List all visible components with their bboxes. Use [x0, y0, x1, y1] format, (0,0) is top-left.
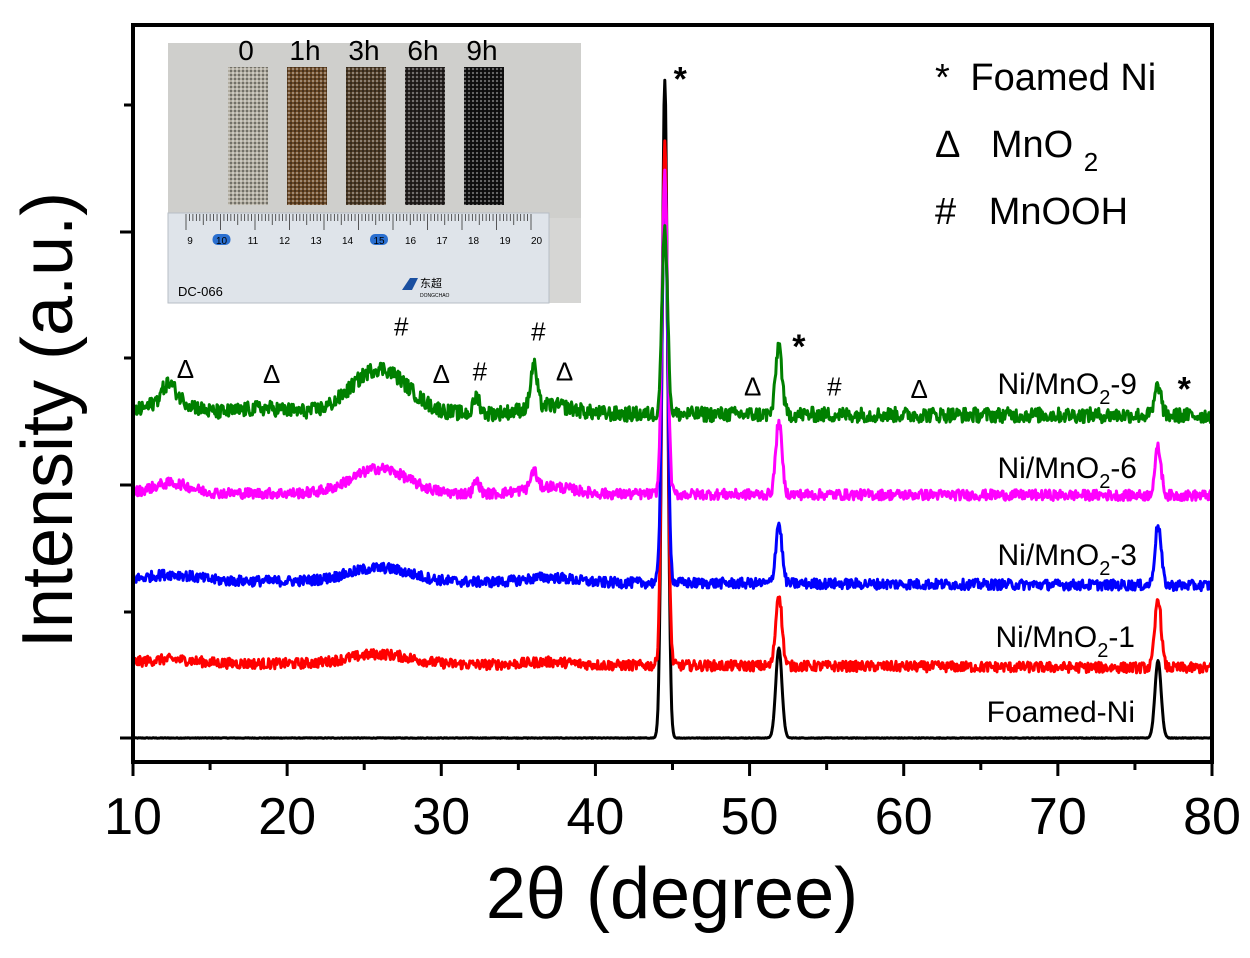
- series-label-suffix: -9: [1110, 368, 1137, 401]
- ruler-number-9: 18: [468, 236, 480, 247]
- ruler-ticks: [185, 214, 532, 230]
- ruler-number-5: 14: [342, 236, 354, 247]
- peak-markers: * * * # # # # Δ Δ Δ Δ Δ Δ: [177, 61, 1192, 409]
- x-tick-label-0: 10: [104, 788, 162, 846]
- series-line-1: [131, 139, 1214, 675]
- peak-marker-11: Δ: [744, 372, 761, 402]
- series-label-main: Foamed-Ni: [987, 696, 1135, 729]
- legend: * Foamed Ni Δ MnO 2 # MnOOH: [935, 57, 1156, 233]
- series-line-2: [132, 184, 1214, 593]
- inset-label-3: 6h: [407, 35, 438, 66]
- series-label-subscript: 2: [1099, 558, 1110, 580]
- series-label-main: Ni/MnO: [998, 452, 1100, 485]
- series-label-3: Ni/MnO2-6: [998, 452, 1138, 493]
- ruler-number-10: 19: [499, 236, 511, 247]
- ruler-highlight-1: [212, 234, 231, 245]
- legend-entry-mnooh: # MnOOH: [935, 191, 1128, 233]
- peak-marker-2: *: [1178, 371, 1192, 409]
- x-ticks: 10 20 30 40 50 60 70 80: [104, 762, 1241, 846]
- inset-samples: [228, 67, 504, 205]
- series-line-4: [131, 224, 1214, 425]
- inset-labels: 0 1h 3h 6h 9h: [238, 35, 497, 66]
- series-label-2: Ni/MnO2-3: [998, 539, 1138, 580]
- legend-label-subscript: 2: [1084, 147, 1098, 177]
- series-label-4: Ni/MnO2-9: [998, 368, 1138, 409]
- peak-marker-10: Δ: [556, 357, 573, 387]
- peak-marker-8: Δ: [263, 359, 280, 389]
- y-axis-title: Intensity (a.u.): [8, 192, 88, 648]
- legend-symbol: Δ: [935, 124, 960, 166]
- x-tick-label-4: 50: [721, 788, 779, 846]
- inset-sample-texture-1: [287, 67, 327, 205]
- legend-entry-mno2: Δ MnO 2: [935, 124, 1098, 177]
- peak-marker-1: *: [792, 328, 806, 366]
- series-group: [131, 78, 1214, 740]
- ruler-brand-sub: DONGCHAO: [420, 293, 450, 299]
- x-tick-label-3: 40: [567, 788, 625, 846]
- ruler-number-4: 13: [310, 236, 322, 247]
- ruler-number-3: 12: [279, 236, 291, 247]
- ruler-number-0: 9: [187, 236, 193, 247]
- peak-marker-0: *: [674, 61, 688, 99]
- ruler-numbers: 9 10 11 12 13 14 15 16 17 18 19 20: [187, 234, 542, 247]
- legend-symbol: *: [935, 57, 950, 99]
- y-ticks: [120, 103, 133, 740]
- inset-label-1: 1h: [289, 35, 320, 66]
- ruler-number-2: 11: [248, 236, 259, 247]
- inset-photo: 0 1h 3h 6h 9h 9 10 11 12 13 14 15 16 17 18 19 20 DC-066…: [167, 35, 581, 304]
- peak-marker-4: #: [531, 317, 546, 347]
- peak-marker-7: Δ: [177, 354, 194, 384]
- ruler-number-1: 10: [216, 236, 228, 247]
- ruler-number-6: 15: [373, 236, 385, 247]
- inset-sample-texture-4: [464, 67, 504, 205]
- inset-label-0: 0: [238, 35, 254, 66]
- x-tick-label-5: 60: [875, 788, 933, 846]
- series-label-0: Foamed-Ni: [987, 696, 1135, 729]
- ruler-highlight-6: [370, 234, 388, 245]
- inset-sample-texture-2: [346, 67, 386, 205]
- series-label-subscript: 2: [1099, 387, 1110, 409]
- series-label-main: Ni/MnO: [996, 621, 1098, 654]
- legend-entry-foamed-ni: * Foamed Ni: [935, 57, 1156, 99]
- series-labels: Foamed-NiNi/MnO2-1Ni/MnO2-3Ni/MnO2-6Ni/M…: [987, 368, 1137, 729]
- series-label-subscript: 2: [1097, 640, 1108, 662]
- series-label-suffix: -3: [1110, 539, 1137, 572]
- peak-marker-3: #: [394, 312, 409, 342]
- peak-marker-12: Δ: [910, 374, 927, 404]
- x-axis-title: 2θ (degree): [486, 854, 858, 934]
- x-tick-label-6: 70: [1029, 788, 1087, 846]
- x-tick-label-7: 80: [1183, 788, 1241, 846]
- series-label-main: Ni/MnO: [998, 368, 1100, 401]
- inset-label-2: 3h: [348, 35, 379, 66]
- ruler-number-8: 17: [436, 236, 448, 247]
- series-label-subscript: 2: [1099, 471, 1110, 493]
- peak-marker-5: #: [473, 357, 488, 387]
- legend-label: MnO: [991, 124, 1073, 166]
- series-label-1: Ni/MnO2-1: [996, 621, 1136, 662]
- peak-marker-9: Δ: [433, 359, 450, 389]
- ruler-brand-text: 东超: [420, 276, 442, 290]
- x-tick-label-2: 30: [412, 788, 470, 846]
- ruler-number-7: 16: [405, 236, 417, 247]
- ruler-logo: [402, 278, 418, 290]
- series-line-0: [132, 78, 1213, 740]
- inset-label-4: 9h: [466, 35, 497, 66]
- legend-symbol: #: [935, 191, 956, 233]
- peak-marker-6: #: [827, 372, 842, 402]
- series-label-suffix: -6: [1110, 452, 1137, 485]
- ruler-number-11: 20: [531, 236, 543, 247]
- legend-label: Foamed Ni: [970, 57, 1156, 99]
- legend-label: MnOOH: [989, 191, 1128, 233]
- series-line-3: [131, 168, 1214, 502]
- ruler-model-text: DC-066: [178, 284, 223, 299]
- series-label-main: Ni/MnO: [998, 539, 1100, 572]
- series-label-suffix: -1: [1108, 621, 1135, 654]
- inset-sample-texture-3: [405, 67, 445, 205]
- inset-sample-texture-0: [228, 67, 268, 205]
- x-tick-label-1: 20: [258, 788, 316, 846]
